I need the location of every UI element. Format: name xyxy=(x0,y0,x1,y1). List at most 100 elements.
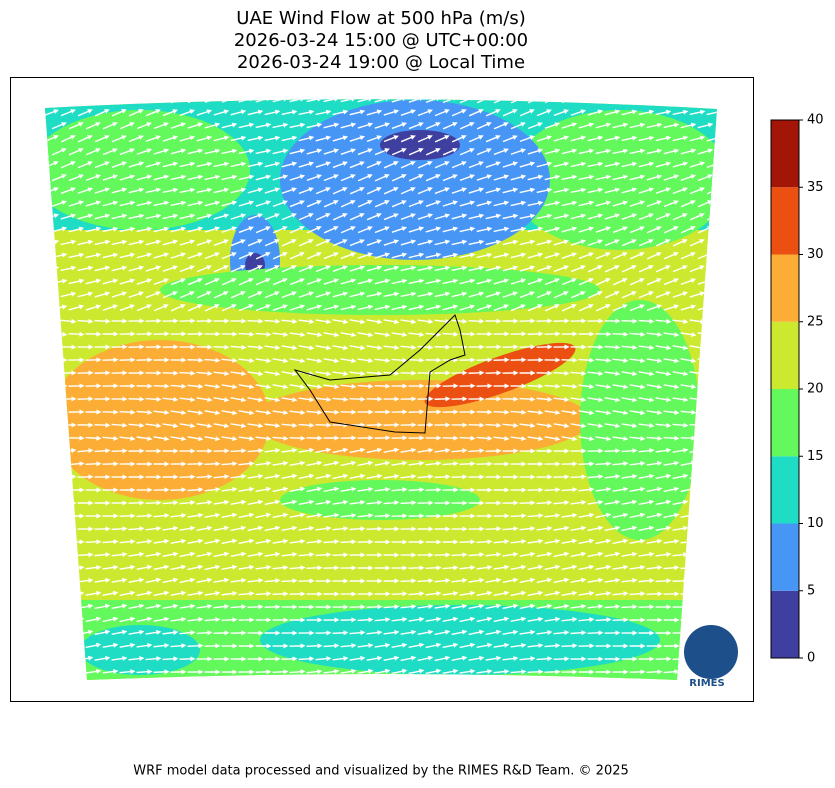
wind-arrow xyxy=(383,526,400,532)
arrow-head xyxy=(343,630,349,636)
arrow-head xyxy=(469,304,476,310)
arrow-shaft xyxy=(60,240,74,246)
wind-arrow xyxy=(366,239,383,247)
arrow-head xyxy=(538,436,544,442)
arrow-shaft xyxy=(638,553,652,557)
arrow-head xyxy=(707,278,714,284)
wind-arrow xyxy=(468,135,484,143)
arrow-shaft xyxy=(425,201,439,207)
arrow-head xyxy=(308,265,314,270)
wind-arrow xyxy=(230,474,247,479)
arrow-shaft xyxy=(221,304,235,312)
wind-arrow xyxy=(230,239,246,247)
arrow-head xyxy=(563,187,570,193)
arrow-shaft xyxy=(561,123,575,129)
wind-arrow xyxy=(570,525,587,531)
wind-arrow xyxy=(128,551,145,557)
wind-arrow xyxy=(459,357,476,363)
arrow-shaft xyxy=(349,292,363,298)
arrow-shaft xyxy=(400,449,414,453)
arrow-shaft xyxy=(357,618,371,622)
arrow-head xyxy=(614,239,620,244)
arrow-shaft xyxy=(264,137,278,142)
wind-arrow xyxy=(187,487,204,493)
arrow-shaft xyxy=(502,241,516,246)
wind-arrow xyxy=(213,318,230,324)
wind-arrow xyxy=(468,187,485,194)
arrow-head xyxy=(87,213,94,219)
arrow-shaft xyxy=(442,254,456,259)
arrow-head xyxy=(520,252,527,258)
arrow-shaft xyxy=(553,266,567,273)
wind-arrow xyxy=(128,396,145,402)
arrow-shaft xyxy=(119,540,133,544)
arrow-head xyxy=(282,99,289,102)
wind-arrow xyxy=(264,578,281,584)
wind-arrow xyxy=(553,500,570,506)
arrow-head xyxy=(581,344,587,350)
arrow-shaft xyxy=(442,280,456,285)
arrow-head xyxy=(588,538,595,544)
arrow-shaft xyxy=(621,579,635,583)
arrow-shaft xyxy=(340,514,354,518)
wind-arrow xyxy=(468,500,485,506)
wind-arrow xyxy=(383,473,400,479)
arrow-head xyxy=(333,122,340,128)
arrow-shaft xyxy=(493,566,507,570)
arrow-head xyxy=(292,422,298,428)
wind-arrow xyxy=(578,461,595,467)
wind-arrow xyxy=(306,409,323,415)
arrow-shaft xyxy=(68,618,82,623)
arrow-shaft xyxy=(221,253,235,260)
wind-arrow xyxy=(493,122,509,130)
wind-arrow xyxy=(136,226,153,233)
wind-arrow xyxy=(536,344,553,350)
arrow-shaft xyxy=(332,631,346,635)
arrow-head xyxy=(665,291,671,296)
wind-arrow xyxy=(196,577,213,584)
arrow-shaft xyxy=(111,109,125,117)
arrow-head xyxy=(606,357,612,363)
arrow-head xyxy=(547,448,553,454)
arrow-head xyxy=(96,409,102,415)
arrow-shaft xyxy=(170,514,184,518)
arrow-head xyxy=(275,423,281,428)
arrow-shaft xyxy=(459,201,473,207)
arrow-shaft xyxy=(561,99,575,104)
wind-arrow xyxy=(595,538,612,545)
arrow-head xyxy=(462,396,468,402)
arrow-head xyxy=(598,344,604,350)
arrow-head xyxy=(342,265,349,271)
arrow-shaft xyxy=(663,540,677,544)
arrow-shaft xyxy=(502,527,516,531)
arrow-head xyxy=(78,642,85,648)
arrow-head xyxy=(700,525,706,531)
arrow-shaft xyxy=(196,110,210,116)
wind-arrow xyxy=(612,252,628,260)
wind-arrow xyxy=(442,590,459,596)
arrow-head xyxy=(105,577,111,583)
arrow-shaft xyxy=(119,592,133,597)
wind-arrow xyxy=(179,525,196,531)
arrow-head xyxy=(122,318,128,324)
arrow-head xyxy=(479,318,485,324)
arrow-head xyxy=(180,564,187,570)
arrow-shaft xyxy=(349,397,363,400)
arrow-shaft xyxy=(366,475,380,479)
arrow-head xyxy=(690,278,696,283)
arrow-head xyxy=(665,161,672,167)
arrow-head xyxy=(257,161,264,167)
arrow-head xyxy=(410,213,416,218)
arrow-head xyxy=(343,578,349,584)
arrow-head xyxy=(674,538,680,544)
arrow-shaft xyxy=(247,345,261,349)
arrow-shaft xyxy=(680,149,694,155)
wind-arrow xyxy=(561,357,578,363)
arrow-head xyxy=(189,135,196,141)
wind-arrow xyxy=(578,200,595,207)
arrow-shaft xyxy=(94,449,108,453)
arrow-head xyxy=(649,551,655,557)
wind-arrow xyxy=(349,552,366,558)
arrow-head xyxy=(393,135,399,140)
arrow-head xyxy=(197,148,204,154)
